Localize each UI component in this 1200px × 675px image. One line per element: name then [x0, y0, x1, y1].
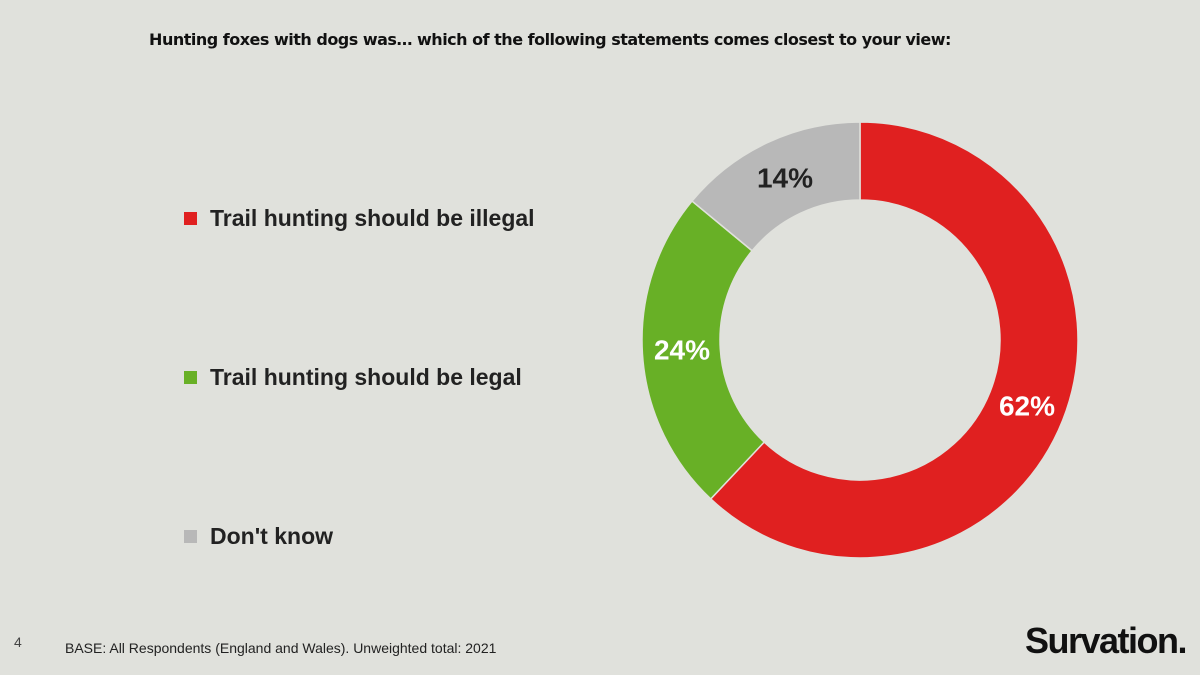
survation-logo: Survation.	[1024, 620, 1188, 661]
data-label: 24%	[654, 334, 710, 365]
donut-slice	[690, 121, 861, 252]
page-number: 4	[14, 634, 22, 650]
legend-swatch	[184, 212, 197, 225]
legend-item-legal: Trail hunting should be legal	[184, 364, 522, 391]
donut-slice	[641, 199, 766, 500]
data-label: 14%	[757, 162, 813, 193]
legend-swatch	[184, 371, 197, 384]
data-label: 62%	[999, 390, 1055, 421]
legend-label: Trail hunting should be illegal	[210, 205, 535, 231]
donut-slice	[709, 121, 1079, 559]
legend-item-illegal: Trail hunting should be illegal	[184, 205, 535, 232]
base-note: BASE: All Respondents (England and Wales…	[65, 640, 497, 656]
legend-item-dont-know: Don't know	[184, 523, 333, 550]
legend-label: Don't know	[210, 523, 334, 549]
legend-swatch	[184, 530, 197, 543]
legend-label: Trail hunting should be legal	[210, 364, 522, 390]
chart-title: Hunting foxes with dogs was… which of th…	[149, 30, 951, 49]
